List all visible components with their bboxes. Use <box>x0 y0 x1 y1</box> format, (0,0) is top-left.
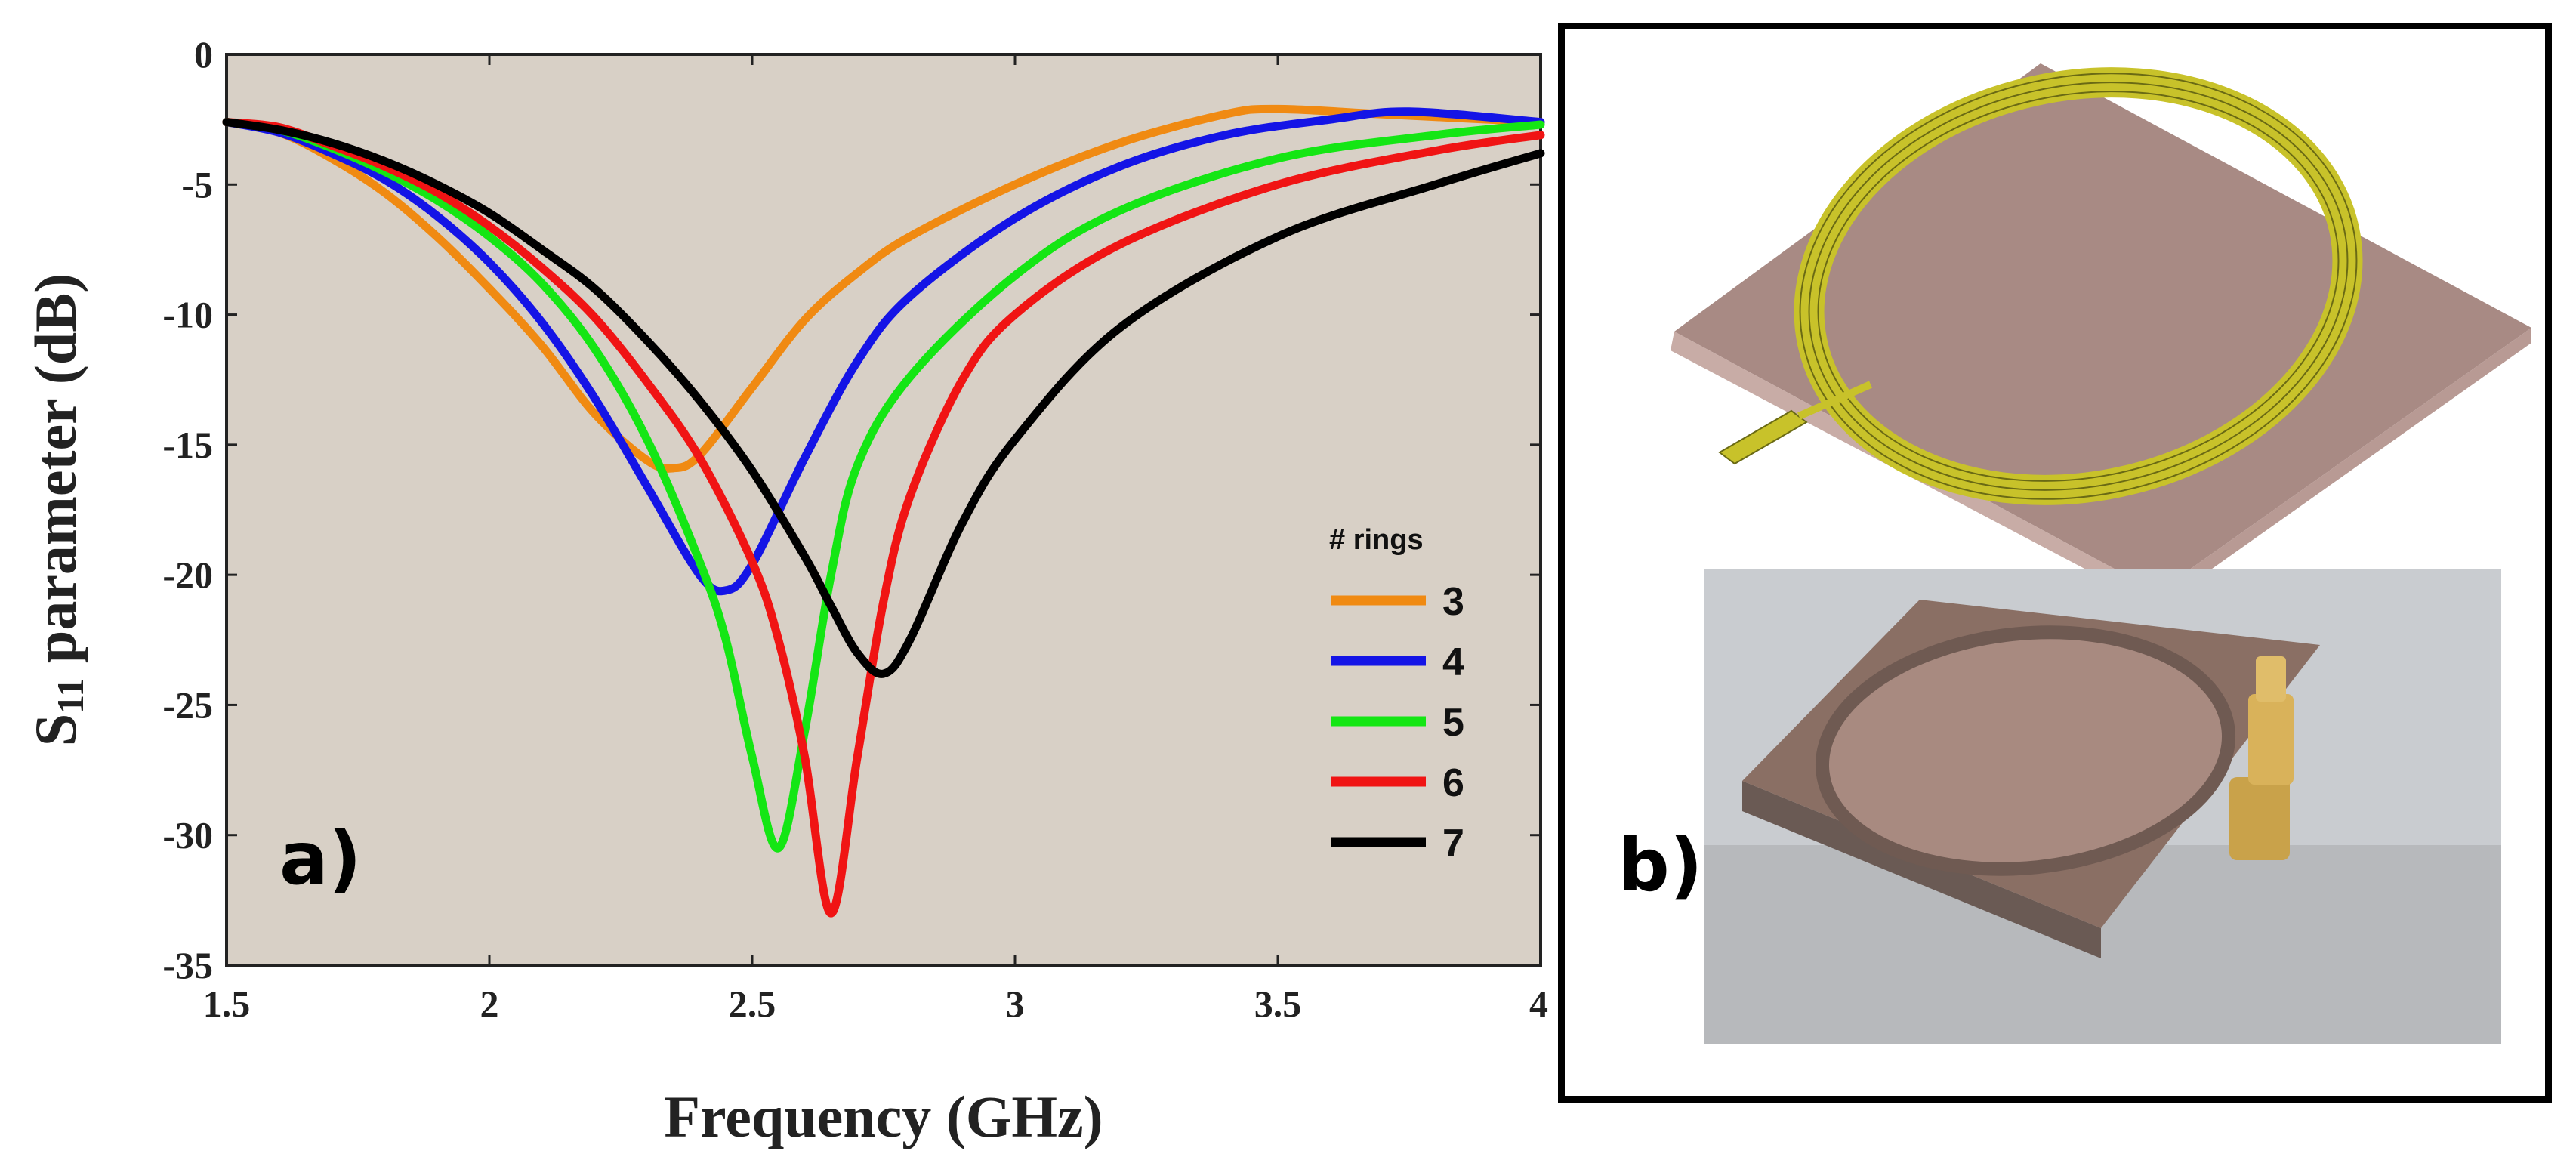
panel-b-illustrations: b) <box>1618 63 2531 1044</box>
legend-label-6: 6 <box>1442 761 1464 805</box>
y-tick-label: -30 <box>162 814 213 856</box>
ring-inner-lines-3 <box>1799 73 2358 500</box>
photo-connector-body <box>2229 777 2290 860</box>
legend: # rings 3 4 5 6 7 <box>1329 524 1464 865</box>
photo-ring <box>1815 625 2236 876</box>
x-tick-label: 4 <box>1529 983 1548 1025</box>
y-tick-label: -25 <box>162 683 213 726</box>
y-axis-title-subscript: 11 <box>49 678 91 714</box>
y-tick-label: 0 <box>194 33 213 76</box>
series-line-5-rings <box>222 118 1545 853</box>
series-line-6-rings <box>222 118 1545 918</box>
ring-inner-lines <box>1808 82 2349 491</box>
panel-b-frame: b) <box>1558 23 2552 1103</box>
y-axis-ticks: 0 -5 -10 -15 -20 -25 -30 -35 <box>162 33 1541 986</box>
y-tick-label: -15 <box>162 424 213 466</box>
feed-line <box>1718 409 1808 465</box>
s11-chart: 0 -5 -10 -15 -20 -25 -30 -35 1.5 2 2.5 3 3.5 4 # rin… <box>23 33 1548 1149</box>
legend-label-4: 4 <box>1442 640 1464 684</box>
x-tick-label: 3.5 <box>1254 983 1302 1025</box>
substrate-right-face <box>2158 328 2531 607</box>
data-series <box>222 104 1545 918</box>
panel-a-label: a) <box>279 816 362 901</box>
photo-board-side <box>1742 781 2101 958</box>
series-line-7-rings <box>222 118 1545 678</box>
x-axis-title: Frequency (GHz) <box>664 1084 1103 1149</box>
antenna-prototype-photo <box>1704 569 2501 1044</box>
series-line-3-rings <box>222 104 1545 473</box>
x-tick-label: 3 <box>1006 983 1025 1025</box>
feed-connector <box>1797 381 1873 420</box>
y-tick-label: -10 <box>162 294 213 336</box>
x-tick-label: 2.5 <box>729 983 776 1025</box>
y-tick-label: -5 <box>181 163 213 205</box>
y-tick-label: -35 <box>162 944 213 986</box>
photo-connector-head <box>2248 694 2294 785</box>
ring-inner-lines-2 <box>1817 91 2340 482</box>
x-axis-ticks: 1.5 2 2.5 3 3.5 4 <box>203 54 1548 1025</box>
y-axis-title-rest: parameter (dB) <box>23 273 88 678</box>
y-tick-label: -20 <box>162 554 213 596</box>
x-tick-label: 1.5 <box>203 983 251 1025</box>
legend-title: # rings <box>1329 524 1424 556</box>
y-axis-title: S11 parameter (dB) <box>23 273 91 746</box>
panel-b-label: b) <box>1618 823 1703 908</box>
legend-label-7: 7 <box>1442 822 1464 865</box>
legend-label-3: 3 <box>1442 580 1464 624</box>
legend-label-5: 5 <box>1442 701 1464 745</box>
x-tick-label: 2 <box>480 983 499 1025</box>
substrate-top-face <box>1674 63 2531 592</box>
photo-connector-tip <box>2256 656 2286 702</box>
y-axis-title-main: S <box>23 714 88 746</box>
antenna-cad-render <box>1671 63 2531 607</box>
